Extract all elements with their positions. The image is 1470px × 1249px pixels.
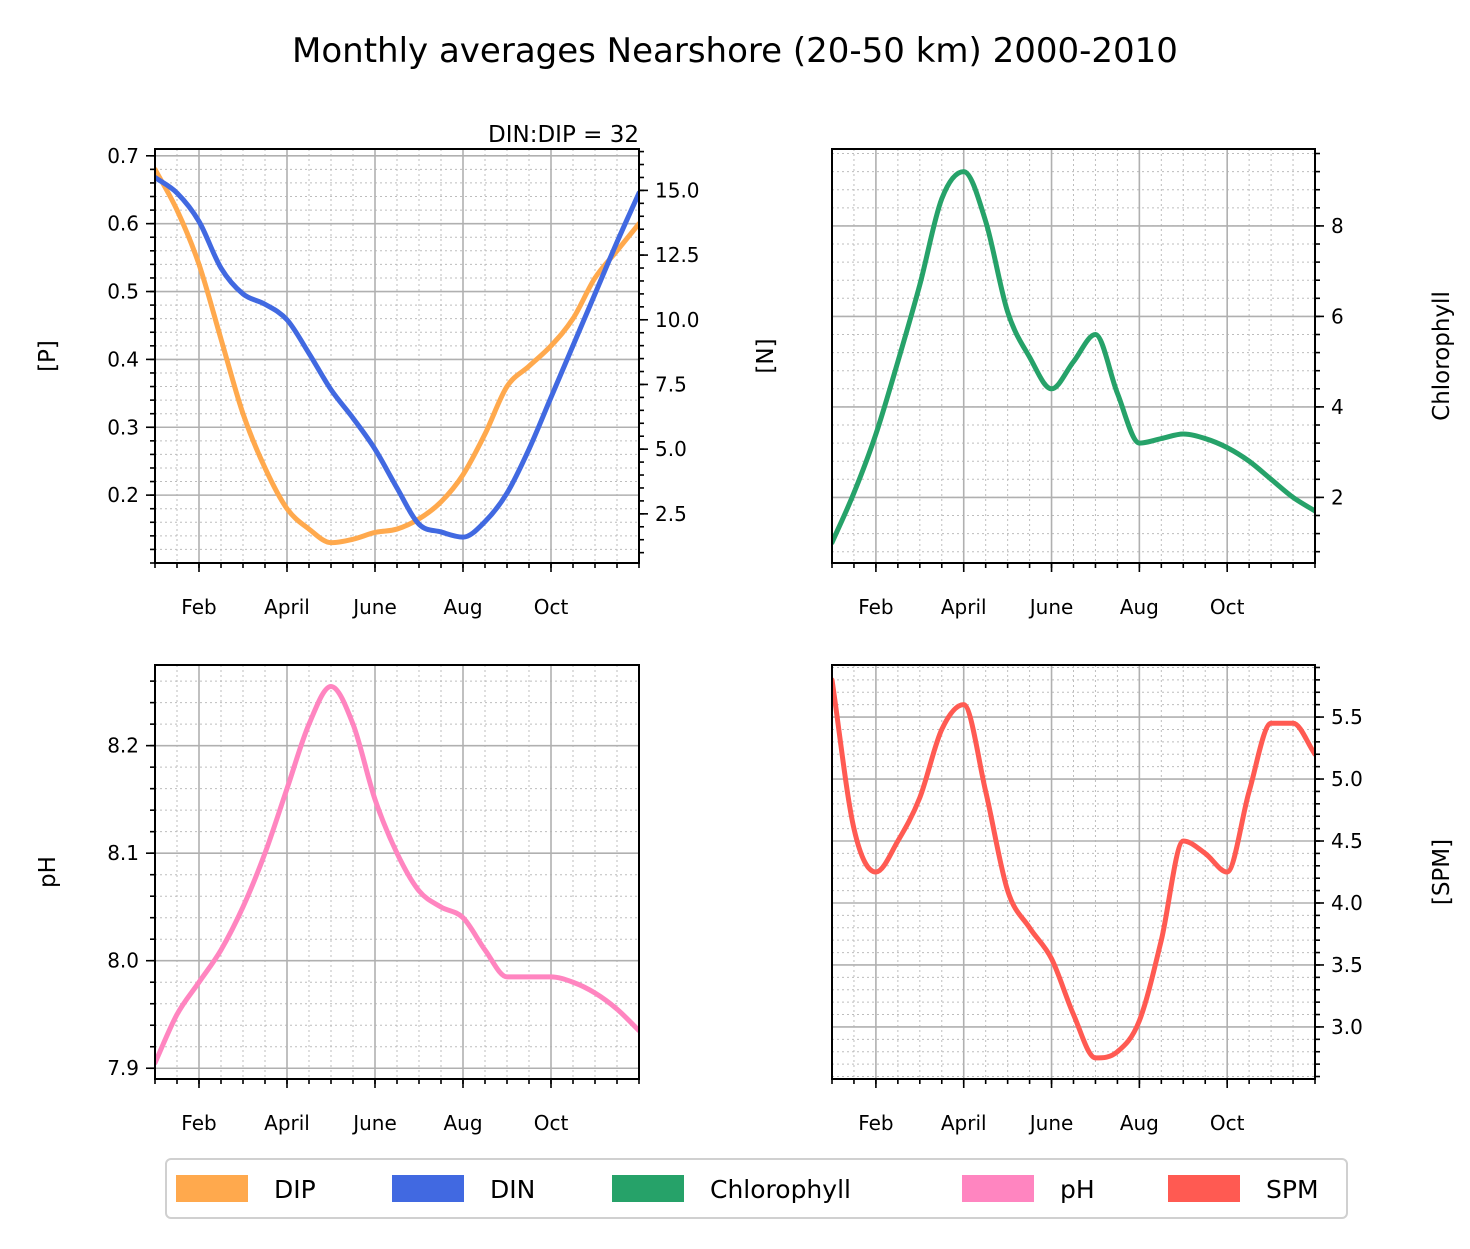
- grid: [831, 665, 1316, 1079]
- y-tick-label: 8: [1331, 214, 1344, 238]
- legend-swatch-dip: [176, 1175, 248, 1202]
- series-line-spm: [832, 677, 1315, 1061]
- y-tick-label: 15.0: [655, 178, 700, 202]
- series-line-ph: [155, 684, 639, 1066]
- x-tick-label: Oct: [534, 1111, 569, 1135]
- legend-label: DIP: [274, 1175, 316, 1204]
- x-tick-label: June: [351, 595, 397, 619]
- y-tick-label: 8.0: [107, 949, 139, 973]
- chart-panel-4: Feb April June Aug Oct 3.0 3.5 4.0 4.5 5.0 5.5 [SPM…: [831, 664, 1455, 1135]
- x-tick-label: Oct: [534, 595, 569, 619]
- series-lines: [832, 169, 1315, 546]
- legend-label: pH: [1060, 1175, 1095, 1204]
- legend-label: SPM: [1266, 1175, 1319, 1204]
- y-axis-label: [N]: [753, 338, 779, 373]
- y-tick-label: 2: [1331, 485, 1344, 509]
- x-tick-label: Feb: [181, 1111, 216, 1135]
- y-axis-label: Chlorophyll: [1429, 291, 1455, 421]
- y-tick-label: 0.6: [107, 212, 139, 236]
- chart-panel-1: Feb April June Aug Oct 0.2 0.3 0.4 0.5 0.6 0.7 [P] 2…: [35, 122, 779, 619]
- series-lines: [155, 166, 639, 546]
- x-tick-label: Aug: [1120, 1111, 1159, 1135]
- x-tick-label: Oct: [1210, 1111, 1245, 1135]
- x-tick-label: Feb: [858, 1111, 893, 1135]
- series-lines: [155, 684, 639, 1066]
- y-tick-label: 12.5: [655, 243, 700, 267]
- y-tick-label: 7.9: [107, 1056, 139, 1080]
- x-tick-label: Oct: [1210, 595, 1245, 619]
- x-tick-label: Aug: [1120, 595, 1159, 619]
- x-tick-label: June: [351, 1111, 397, 1135]
- x-tick-label: Feb: [858, 595, 893, 619]
- y-tick-label: 8.1: [107, 841, 139, 865]
- chart-panel-2: Feb April June Aug Oct 2 4 6 8 Chlorophyll: [831, 148, 1455, 619]
- y-tick-label: 0.3: [107, 415, 139, 439]
- chart-panel-3: Feb April June Aug Oct 7.9 8.0 8.1 8.2 pH: [35, 664, 640, 1135]
- y-tick-label: 5.0: [1331, 767, 1363, 791]
- series-line-chlorophyll: [832, 169, 1315, 546]
- y-tick-label: 4.5: [1331, 829, 1363, 853]
- grid: [154, 149, 640, 564]
- y-tick-label: 0.5: [107, 280, 139, 304]
- legend-swatch-chlorophyll: [612, 1175, 684, 1202]
- series-line-din: [155, 174, 639, 540]
- legend-label: Chlorophyll: [710, 1175, 851, 1204]
- legend: DIP DIN Chlorophyll pH SPM: [165, 1158, 1348, 1219]
- x-tick-label: June: [1028, 1111, 1074, 1135]
- y-axis-label: [SPM]: [1429, 839, 1455, 905]
- legend-swatch-ph: [962, 1175, 1034, 1202]
- figure-title: Monthly averages Nearshore (20-50 km) 20…: [292, 31, 1178, 71]
- legend-swatch-din: [392, 1175, 464, 1202]
- x-tick-label: Feb: [181, 595, 216, 619]
- legend-frame: [165, 1158, 1348, 1219]
- y-tick-label: 0.4: [107, 347, 139, 371]
- y-tick-label: 7.5: [655, 372, 687, 396]
- y-tick-label: 2.5: [655, 502, 687, 526]
- y-tick-label: 4: [1331, 395, 1344, 419]
- series-lines: [832, 677, 1315, 1061]
- y-tick-label: 4.0: [1331, 891, 1363, 915]
- ratio-annotation: DIN:DIP = 32: [488, 122, 639, 148]
- y-tick-label: 10.0: [655, 308, 700, 332]
- y-tick-label: 6: [1331, 304, 1344, 328]
- y-axis-label: [P]: [35, 340, 61, 372]
- x-tick-label: April: [941, 1111, 987, 1135]
- x-tick-label: Aug: [443, 595, 482, 619]
- series-line-dip: [155, 166, 639, 546]
- y-tick-label: 3.0: [1331, 1015, 1363, 1039]
- x-tick-label: April: [264, 1111, 310, 1135]
- y-tick-label: 0.7: [107, 144, 139, 168]
- y-tick-label: 0.2: [107, 483, 139, 507]
- y-tick-label: 8.2: [107, 734, 139, 758]
- y-axis-label: pH: [35, 856, 61, 888]
- x-tick-label: June: [1028, 595, 1074, 619]
- x-tick-label: Aug: [443, 1111, 482, 1135]
- y-tick-label: 3.5: [1331, 953, 1363, 977]
- legend-label: DIN: [490, 1175, 535, 1204]
- y-tick-label: 5.5: [1331, 705, 1363, 729]
- y-tick-label: 5.0: [655, 437, 687, 461]
- legend-swatch-spm: [1168, 1175, 1240, 1202]
- x-tick-label: April: [264, 595, 310, 619]
- x-tick-label: April: [941, 595, 987, 619]
